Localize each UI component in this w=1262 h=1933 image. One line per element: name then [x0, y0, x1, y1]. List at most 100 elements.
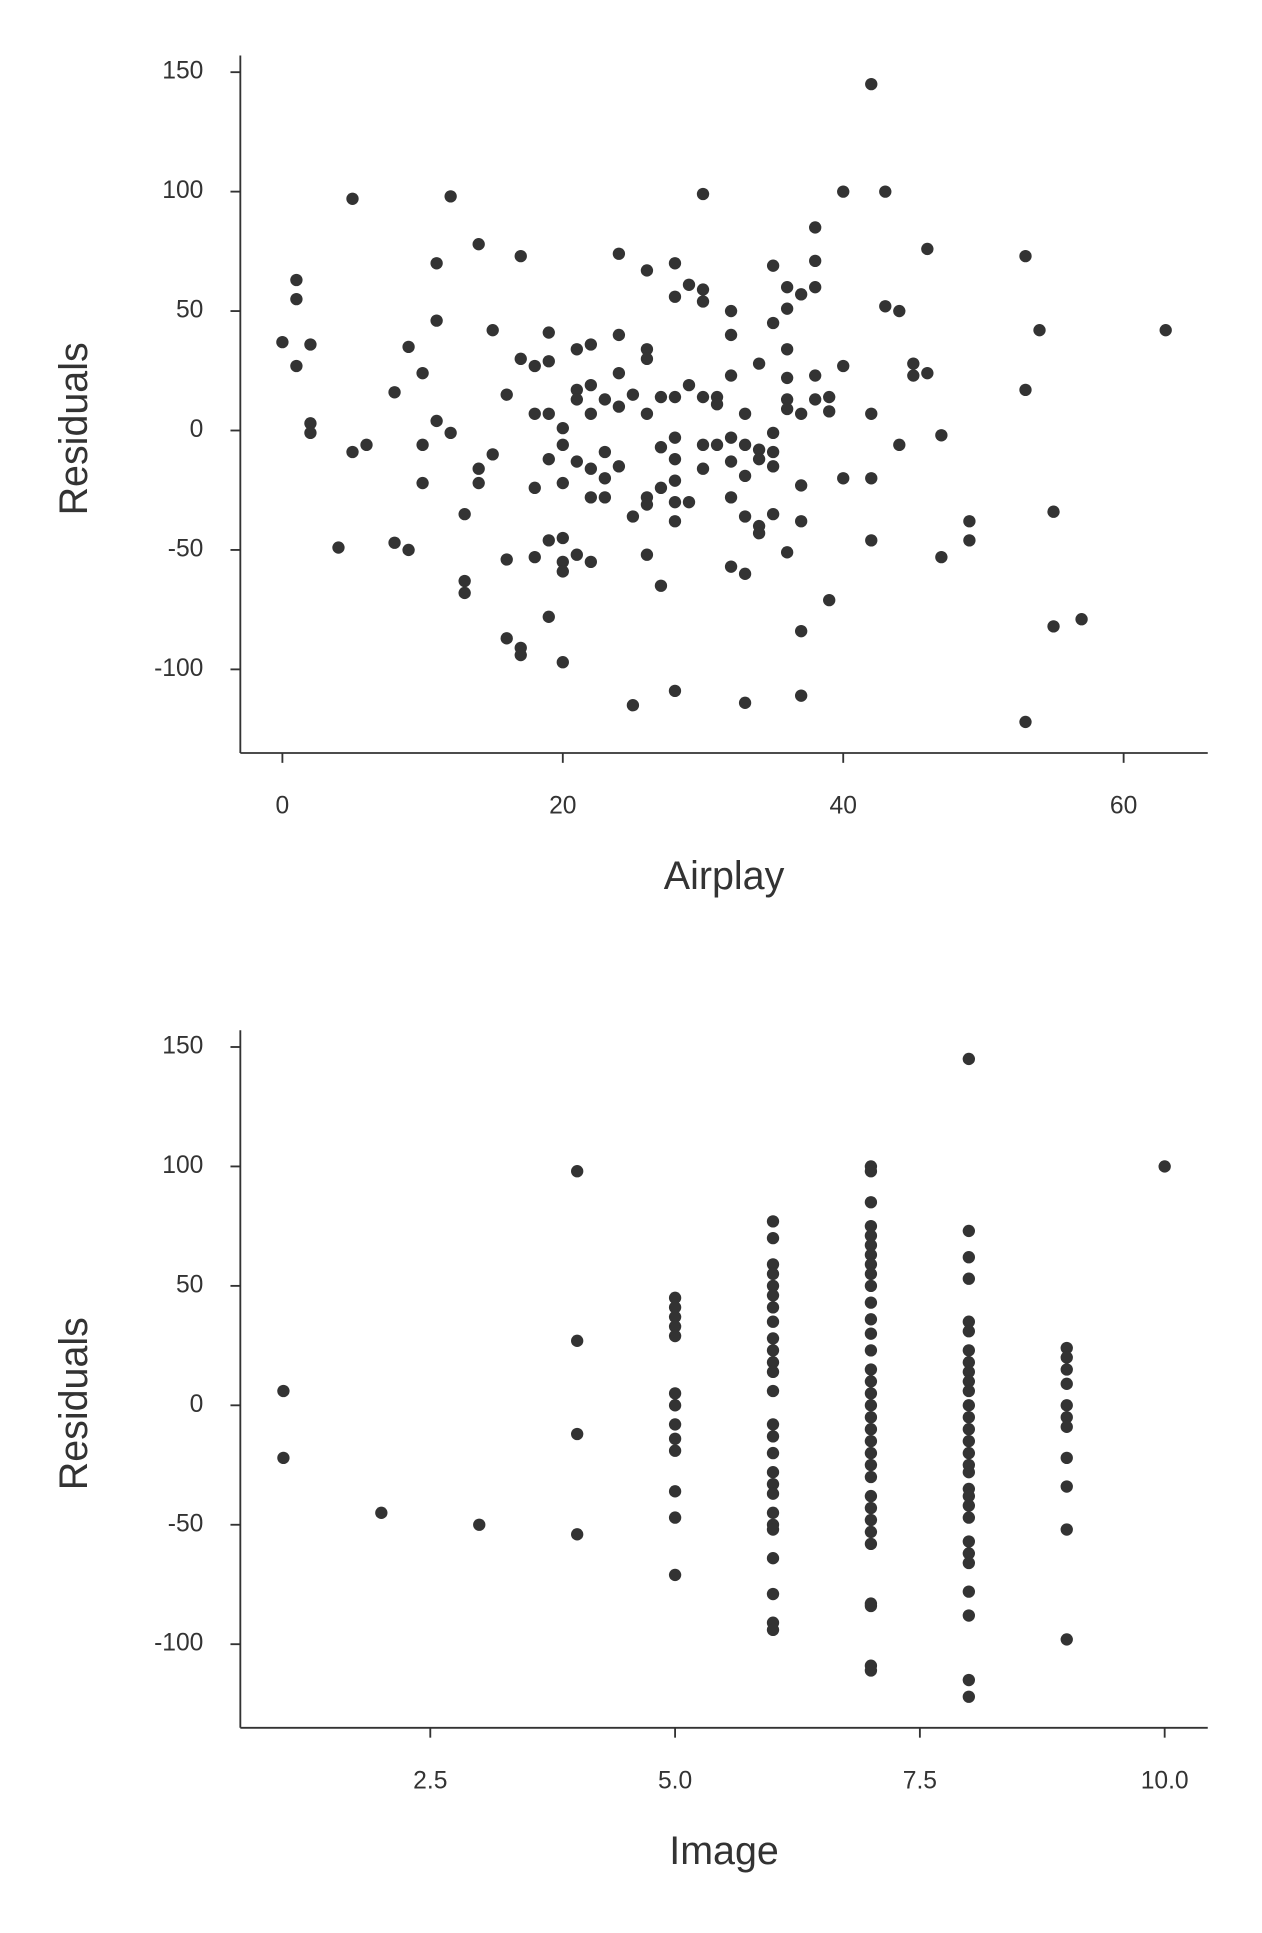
point	[346, 445, 359, 459]
point	[864, 1501, 878, 1515]
point	[962, 1315, 976, 1328]
point	[528, 550, 541, 564]
point	[864, 1296, 878, 1309]
point	[794, 479, 808, 492]
point	[1060, 1351, 1073, 1364]
point	[668, 1320, 682, 1333]
point	[724, 431, 738, 444]
point	[571, 1427, 584, 1441]
point	[1060, 1523, 1073, 1536]
x-tick-label: 7.5	[903, 1768, 937, 1795]
point	[1060, 1377, 1073, 1390]
point	[696, 462, 710, 475]
point	[571, 1165, 584, 1178]
x-tick-label: 0	[276, 793, 290, 820]
point	[766, 1356, 780, 1369]
point	[556, 476, 569, 490]
point	[724, 328, 738, 342]
point	[766, 1418, 780, 1431]
point	[416, 367, 429, 380]
point	[864, 1423, 878, 1436]
point	[962, 1585, 976, 1598]
point	[668, 390, 682, 404]
point	[486, 324, 499, 337]
point	[962, 1609, 976, 1622]
point	[696, 438, 710, 451]
point	[668, 431, 682, 444]
point	[780, 343, 794, 356]
x-tick-label: 5.0	[658, 1768, 692, 1795]
point	[864, 1248, 878, 1261]
point	[766, 1466, 780, 1479]
point	[766, 1344, 780, 1357]
point	[766, 1430, 780, 1443]
point	[1019, 249, 1032, 263]
point	[766, 1365, 780, 1379]
point	[893, 304, 906, 318]
point	[682, 496, 696, 509]
point	[542, 407, 555, 420]
point	[823, 390, 836, 404]
point	[626, 388, 640, 401]
point	[584, 378, 598, 392]
y-tick-label: 150	[162, 58, 203, 85]
point	[809, 281, 822, 294]
point	[612, 247, 626, 260]
point	[1060, 1341, 1073, 1355]
point	[962, 1399, 976, 1412]
point	[360, 438, 373, 451]
point	[724, 455, 738, 468]
point	[542, 610, 555, 623]
point	[766, 1332, 780, 1345]
point	[668, 1568, 682, 1582]
point	[865, 534, 878, 547]
point	[668, 1329, 682, 1343]
point	[962, 1489, 976, 1503]
point	[668, 1511, 682, 1524]
point	[486, 448, 499, 461]
point	[1158, 1160, 1171, 1173]
point	[640, 352, 654, 365]
point	[794, 407, 808, 420]
point	[556, 531, 569, 545]
point	[626, 699, 640, 712]
point	[402, 543, 415, 557]
point	[962, 1251, 976, 1264]
point	[907, 357, 920, 370]
point	[277, 1384, 290, 1398]
point	[921, 242, 934, 256]
point	[766, 1301, 780, 1314]
point	[640, 548, 654, 561]
point	[556, 656, 569, 669]
point	[584, 338, 598, 351]
point	[962, 1344, 976, 1357]
y-tick-label: 50	[176, 297, 203, 324]
point	[780, 302, 794, 315]
point	[864, 1458, 878, 1472]
point	[626, 510, 640, 523]
point	[1159, 324, 1172, 337]
y-tick-label: -50	[168, 535, 204, 562]
point	[444, 190, 457, 203]
point	[332, 541, 345, 554]
point	[1060, 1399, 1073, 1412]
point	[962, 1499, 976, 1512]
point	[654, 481, 668, 494]
point	[864, 1363, 878, 1376]
point	[668, 1291, 682, 1304]
point	[710, 398, 724, 411]
point	[837, 472, 850, 485]
point	[752, 453, 766, 466]
point	[528, 481, 541, 494]
point	[612, 460, 626, 473]
point	[304, 417, 317, 430]
point	[823, 405, 836, 418]
x-tick-label: 60	[1110, 793, 1137, 820]
point	[668, 1432, 682, 1445]
point	[766, 1315, 780, 1328]
point	[1060, 1411, 1073, 1424]
point	[570, 393, 583, 406]
point	[962, 1466, 976, 1479]
point	[752, 527, 766, 540]
